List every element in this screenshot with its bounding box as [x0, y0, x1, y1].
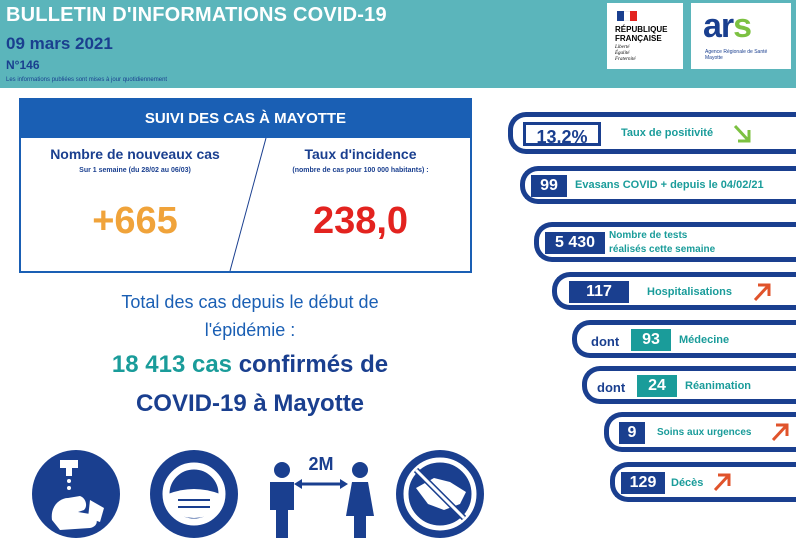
positivity-label: Taux de positivité: [621, 127, 714, 139]
evasans-stat: 99 Evasans COVID + depuis le 04/02/21: [520, 166, 796, 204]
french-flag-icon: [617, 11, 638, 21]
tests-label1: Nombre de tests: [609, 230, 688, 241]
new-cases-column: Nombre de nouveaux cas Sur 1 semaine (du…: [21, 146, 249, 243]
urgences-label: Soins aux urgences: [657, 427, 752, 438]
rf-motto1: Liberté: [615, 45, 630, 50]
distancing-2m-icon: 2M: [270, 454, 374, 538]
cases-panel: SUIVI DES CAS À MAYOTTE Nombre de nouvea…: [19, 98, 472, 273]
medecine-prefix: dont: [591, 334, 620, 349]
total-count-line: 18 413 cas confirmés de: [60, 351, 440, 379]
hand-washing-icon: [32, 450, 120, 538]
arrow-up-right-icon: [771, 423, 789, 442]
cases-heading: SUIVI DES CAS À MAYOTTE: [21, 100, 470, 138]
hospitalisations-stat: 117 Hospitalisations: [552, 272, 796, 310]
positivity-value: 13,2%: [523, 122, 601, 147]
bulletin-number: N°146: [6, 58, 40, 72]
no-handshake-icon: [396, 450, 484, 538]
medecine-value: 93: [631, 329, 671, 351]
rf-motto3: Fraternité: [615, 57, 636, 62]
total-confirmed: confirmés de: [232, 351, 389, 378]
divider-line: [229, 138, 267, 271]
rf-line1: RÉPUBLIQUE: [615, 25, 668, 34]
rf-motto2: Égalité: [615, 51, 630, 56]
deces-stat: 129 Décès: [610, 462, 796, 502]
update-note: Les informations publiées sont mises à j…: [6, 77, 168, 83]
positivity-stat: 13,2% Taux de positivité: [508, 112, 796, 154]
evasans-value: 99: [531, 175, 567, 197]
arrow-down-right-icon: [733, 124, 751, 143]
tests-stat: 5 430 Nombre de tests réalisés cette sem…: [534, 222, 796, 262]
new-cases-subtitle: Sur 1 semaine (du 28/02 au 06/03): [79, 167, 191, 174]
evasans-label: Evasans COVID + depuis le 04/02/21: [575, 179, 764, 191]
face-mask-icon: [150, 450, 238, 538]
new-cases-title: Nombre de nouveaux cas: [50, 146, 220, 162]
reanimation-stat: dont 24 Réanimation: [582, 366, 796, 404]
tests-label2: réalisés cette semaine: [609, 244, 716, 255]
reanimation-prefix: dont: [597, 380, 626, 395]
bulletin-title: BULLETIN D'INFORMATIONS COVID-19: [6, 4, 387, 26]
hospitalisations-label: Hospitalisations: [647, 286, 732, 298]
distance-label: 2M: [308, 454, 333, 474]
tests-value: 5 430: [545, 232, 605, 254]
ars-logo: ars Agence Régionale de Santé Mayotte: [691, 3, 791, 69]
incidence-title: Taux d'incidence: [304, 146, 417, 162]
reanimation-label: Réanimation: [685, 380, 752, 392]
urgences-stat: 9 Soins aux urgences: [604, 412, 796, 452]
new-cases-value: +665: [92, 200, 178, 242]
republique-francaise-logo: RÉPUBLIQUE FRANÇAISE Liberté Égalité Fra…: [607, 3, 683, 69]
ars-s: s: [733, 7, 752, 45]
total-line2: l'épidémie :: [204, 320, 296, 340]
total-line1: Total des cas depuis le début de: [121, 292, 379, 312]
arrow-up-right-icon: [713, 473, 731, 492]
ars-text: ar: [703, 7, 734, 45]
reanimation-value: 24: [637, 375, 677, 397]
ars-sub1: Agence Régionale de Santé: [705, 49, 768, 55]
rf-line2: FRANÇAISE: [615, 34, 662, 43]
medecine-label: Médecine: [679, 334, 730, 346]
total-line4: COVID-19 à Mayotte: [135, 390, 365, 417]
bulletin-date: 09 mars 2021: [6, 34, 113, 53]
header-banner: BULLETIN D'INFORMATIONS COVID-19 09 mars…: [0, 0, 796, 88]
medecine-stat: dont 93 Médecine: [572, 320, 796, 358]
deces-label: Décès: [671, 477, 704, 489]
incidence-column: Taux d'incidence (nombre de cas pour 100…: [249, 146, 472, 243]
total-count: 18 413 cas: [111, 351, 233, 378]
arrow-up-right-icon: [753, 283, 771, 302]
urgences-value: 9: [619, 422, 645, 444]
incidence-value: 238,0: [312, 200, 409, 242]
hospitalisations-value: 117: [569, 281, 629, 303]
ars-sub2: Mayotte: [705, 55, 723, 61]
deces-value: 129: [621, 472, 665, 494]
incidence-subtitle: (nombre de cas pour 100 000 habitants) :: [292, 167, 429, 174]
